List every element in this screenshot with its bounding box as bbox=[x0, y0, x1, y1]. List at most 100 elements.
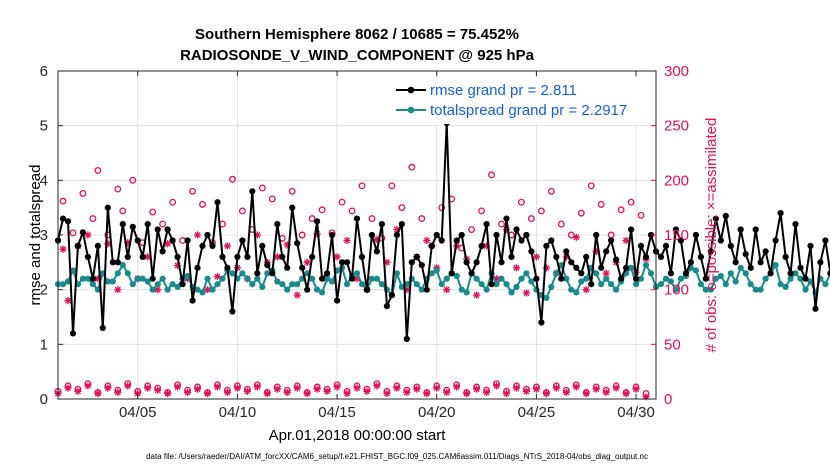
totalspread-point bbox=[79, 275, 86, 282]
rmse-point bbox=[548, 237, 555, 244]
obs-assimilated-marker bbox=[94, 389, 102, 398]
obs-assimilated-marker bbox=[223, 242, 232, 250]
rmse-point bbox=[528, 248, 535, 255]
obs-assimilated-marker bbox=[522, 289, 531, 297]
obs-assimilated-marker bbox=[423, 389, 431, 398]
totalspread-point bbox=[553, 270, 560, 277]
obs-assimilated-marker bbox=[592, 385, 600, 393]
rmse-point bbox=[314, 218, 321, 225]
obs-assimilated-marker bbox=[193, 231, 202, 239]
totalspread-point bbox=[239, 270, 246, 277]
totalspread-point bbox=[762, 275, 769, 282]
totalspread-point bbox=[309, 275, 316, 282]
rmse-point bbox=[368, 231, 375, 239]
obs-assimilated-marker bbox=[383, 258, 391, 266]
totalspread-point bbox=[647, 270, 655, 277]
rmse-point bbox=[767, 270, 774, 277]
rmse-point bbox=[588, 281, 595, 288]
x-tick-label: 04/10 bbox=[219, 404, 257, 421]
obs-assimilated-marker bbox=[353, 275, 361, 283]
obs-assimilated-marker bbox=[502, 225, 511, 234]
rmse-point bbox=[563, 248, 570, 255]
obs-possible-marker bbox=[388, 182, 396, 190]
obs-assimilated-marker bbox=[164, 389, 172, 398]
obs-assimilated-marker bbox=[612, 384, 620, 392]
rmse-point bbox=[84, 253, 91, 260]
obs-assimilated-marker bbox=[84, 231, 92, 239]
obs-assimilated-marker bbox=[223, 388, 232, 397]
obs-possible-marker bbox=[398, 204, 406, 212]
totalspread-point bbox=[289, 281, 296, 288]
rmse-point bbox=[822, 237, 829, 244]
totalspread-point bbox=[633, 281, 640, 288]
rmse-point bbox=[304, 286, 311, 293]
totalspread-point bbox=[144, 278, 151, 285]
obs-assimilated-marker bbox=[164, 240, 172, 248]
rmse-point bbox=[239, 237, 246, 244]
rmse-point bbox=[69, 330, 77, 337]
obs-possible-marker bbox=[298, 231, 306, 239]
rmse-point bbox=[334, 297, 341, 304]
rmse-series bbox=[54, 119, 830, 342]
totalspread-point bbox=[483, 286, 490, 293]
rmse-point bbox=[488, 281, 495, 288]
y-tick-label-right: 200 bbox=[664, 172, 689, 189]
totalspread-point bbox=[194, 286, 201, 293]
totalspread-point bbox=[274, 278, 281, 285]
obs-possible-marker bbox=[189, 187, 196, 195]
obs-possible-marker bbox=[238, 207, 246, 215]
obs-assimilated-marker bbox=[532, 385, 540, 393]
y-tick-label-left: 6 bbox=[40, 63, 48, 80]
rmse-point bbox=[637, 242, 645, 249]
rmse-point bbox=[418, 262, 425, 269]
totalspread-point bbox=[433, 267, 440, 274]
obs-assimilated-marker bbox=[622, 389, 630, 398]
chart-title: Southern Hemisphere 8062 / 10685 = 75.45… bbox=[195, 26, 519, 43]
rmse-point bbox=[224, 264, 231, 271]
rmse-point bbox=[358, 253, 366, 260]
rmse-point bbox=[249, 188, 256, 195]
obs-possible-marker bbox=[318, 206, 326, 214]
rmse-point bbox=[538, 319, 545, 326]
rmse-point bbox=[403, 335, 410, 342]
obs-possible-marker bbox=[468, 226, 476, 233]
rmse-point bbox=[762, 248, 769, 255]
obs-assimilated-marker bbox=[522, 387, 531, 395]
rmse-point bbox=[234, 253, 241, 260]
totalspread-point bbox=[732, 278, 739, 285]
totalspread-point bbox=[603, 275, 610, 282]
totalspread-point bbox=[378, 281, 385, 288]
obs-assimilated-marker bbox=[64, 297, 72, 305]
totalspread-point bbox=[393, 270, 400, 277]
totalspread-point bbox=[727, 270, 734, 277]
rmse-point bbox=[662, 242, 670, 249]
obs-assimilated-marker bbox=[313, 230, 321, 238]
totalspread-point bbox=[672, 286, 680, 293]
obs-possible-marker bbox=[348, 207, 356, 215]
obs-possible-marker bbox=[199, 200, 206, 208]
rmse-point bbox=[129, 223, 136, 230]
totalspread-point bbox=[329, 278, 336, 285]
rmse-point bbox=[294, 240, 301, 247]
obs-possible-marker bbox=[577, 209, 585, 217]
totalspread-point bbox=[742, 270, 749, 277]
rmse-point bbox=[752, 226, 759, 233]
obs-possible-marker bbox=[418, 215, 426, 223]
rmse-point bbox=[518, 237, 525, 244]
y-axis-label-right: # of obs: o=possible; ×=assimilated bbox=[703, 118, 720, 353]
obs-assimilated-marker bbox=[303, 389, 311, 398]
obs-assimilated-marker bbox=[144, 384, 152, 392]
obs-assimilated-marker bbox=[433, 384, 441, 392]
rmse-point bbox=[104, 204, 111, 211]
obs-assimilated-marker bbox=[213, 383, 222, 391]
obs-possible-marker bbox=[408, 163, 416, 171]
rmse-point bbox=[94, 242, 101, 249]
totalspread-point bbox=[737, 264, 744, 271]
obs-assimilated-marker bbox=[124, 239, 132, 247]
y-tick-label-right: 0 bbox=[664, 391, 672, 408]
rmse-point bbox=[309, 253, 316, 260]
obs-possible-marker bbox=[288, 187, 296, 195]
rmse-point bbox=[543, 242, 550, 249]
totalspread-point bbox=[443, 275, 450, 282]
obs-assimilated-marker bbox=[443, 388, 451, 397]
